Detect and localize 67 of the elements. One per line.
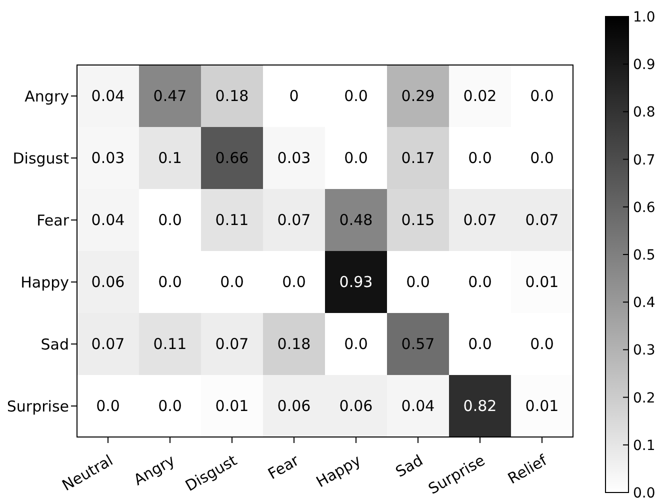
data-label: 0.04 <box>401 397 435 415</box>
data-label: 0.18 <box>215 87 249 105</box>
data-label: 0.07 <box>525 211 559 229</box>
data-label: 0.07 <box>277 211 311 229</box>
data-label: 0.0 <box>530 335 554 353</box>
color-bar-label: 0.1 <box>633 438 656 454</box>
data-label: 0.0 <box>344 335 368 353</box>
data-label: 0.0 <box>530 149 554 167</box>
data-label: 0.0 <box>344 87 368 105</box>
data-label: 0.1 <box>158 149 182 167</box>
y-tick-label: Disgust <box>12 149 70 168</box>
data-label: 0.0 <box>530 87 554 105</box>
data-label: 0.48 <box>339 211 373 229</box>
data-label: 0.29 <box>401 87 435 105</box>
data-label: 0.11 <box>153 335 187 353</box>
data-label: 0.17 <box>401 149 435 167</box>
data-label: 0.15 <box>401 211 435 229</box>
data-label: 0.01 <box>525 397 559 415</box>
data-label: 0.0 <box>158 211 182 229</box>
data-label: 0.07 <box>215 335 249 353</box>
data-label: 0.06 <box>339 397 373 415</box>
color-bar-label: 0.2 <box>633 390 656 406</box>
data-label: 0.04 <box>91 211 125 229</box>
data-label: 0.47 <box>153 87 187 105</box>
data-label: 0.82 <box>463 397 497 415</box>
y-tick-label: Angry <box>24 87 70 106</box>
y-tick-label: Sad <box>40 335 69 354</box>
data-label: 0.03 <box>91 149 125 167</box>
data-label: 0.0 <box>406 273 430 291</box>
y-tick-label: Fear <box>36 211 70 230</box>
color-bar-label: 0.6 <box>633 200 656 216</box>
data-label: 0.18 <box>277 335 311 353</box>
color-bar-label: 0.8 <box>633 104 656 121</box>
data-label: 0.01 <box>215 397 249 415</box>
color-bar-label: 0.0 <box>633 486 656 501</box>
color-bar-label: 0.4 <box>633 295 656 312</box>
data-label: 0.0 <box>468 273 492 291</box>
data-label: 0.0 <box>468 149 492 167</box>
data-label: 0.0 <box>158 397 182 415</box>
color-bar-label: 0.5 <box>633 248 656 264</box>
color-bar-label: 0.9 <box>633 57 656 74</box>
color-bar-label: 0.3 <box>633 342 656 359</box>
data-label: 0.03 <box>277 149 311 167</box>
data-label: 0.01 <box>525 273 559 291</box>
data-label: 0.02 <box>463 87 497 105</box>
data-label: 0.04 <box>91 87 125 105</box>
color-bar-label: 1.0 <box>633 10 656 26</box>
data-label: 0.0 <box>96 397 120 415</box>
data-label: 0.0 <box>158 273 182 291</box>
data-label: 0.0 <box>468 335 492 353</box>
data-label: 0.06 <box>91 273 125 291</box>
x-tick-label: Fear <box>264 450 303 484</box>
data-label: 0.07 <box>91 335 125 353</box>
data-label: 0.0 <box>282 273 306 291</box>
data-label: 0.06 <box>277 397 311 415</box>
data-label: 0.0 <box>220 273 244 291</box>
color-bar-label: 0.7 <box>633 152 656 168</box>
data-label: 0.66 <box>215 149 249 167</box>
data-label: 0 <box>289 87 299 105</box>
y-tick-label: Happy <box>20 273 70 292</box>
data-label: 0.0 <box>344 149 368 167</box>
data-label: 0.57 <box>401 335 435 353</box>
x-tick-label: Sad <box>392 451 426 481</box>
data-label: 0.07 <box>463 211 497 229</box>
data-label: 0.93 <box>339 273 373 291</box>
data-label: 0.11 <box>215 211 249 229</box>
y-tick-label: Surprise <box>6 397 69 416</box>
